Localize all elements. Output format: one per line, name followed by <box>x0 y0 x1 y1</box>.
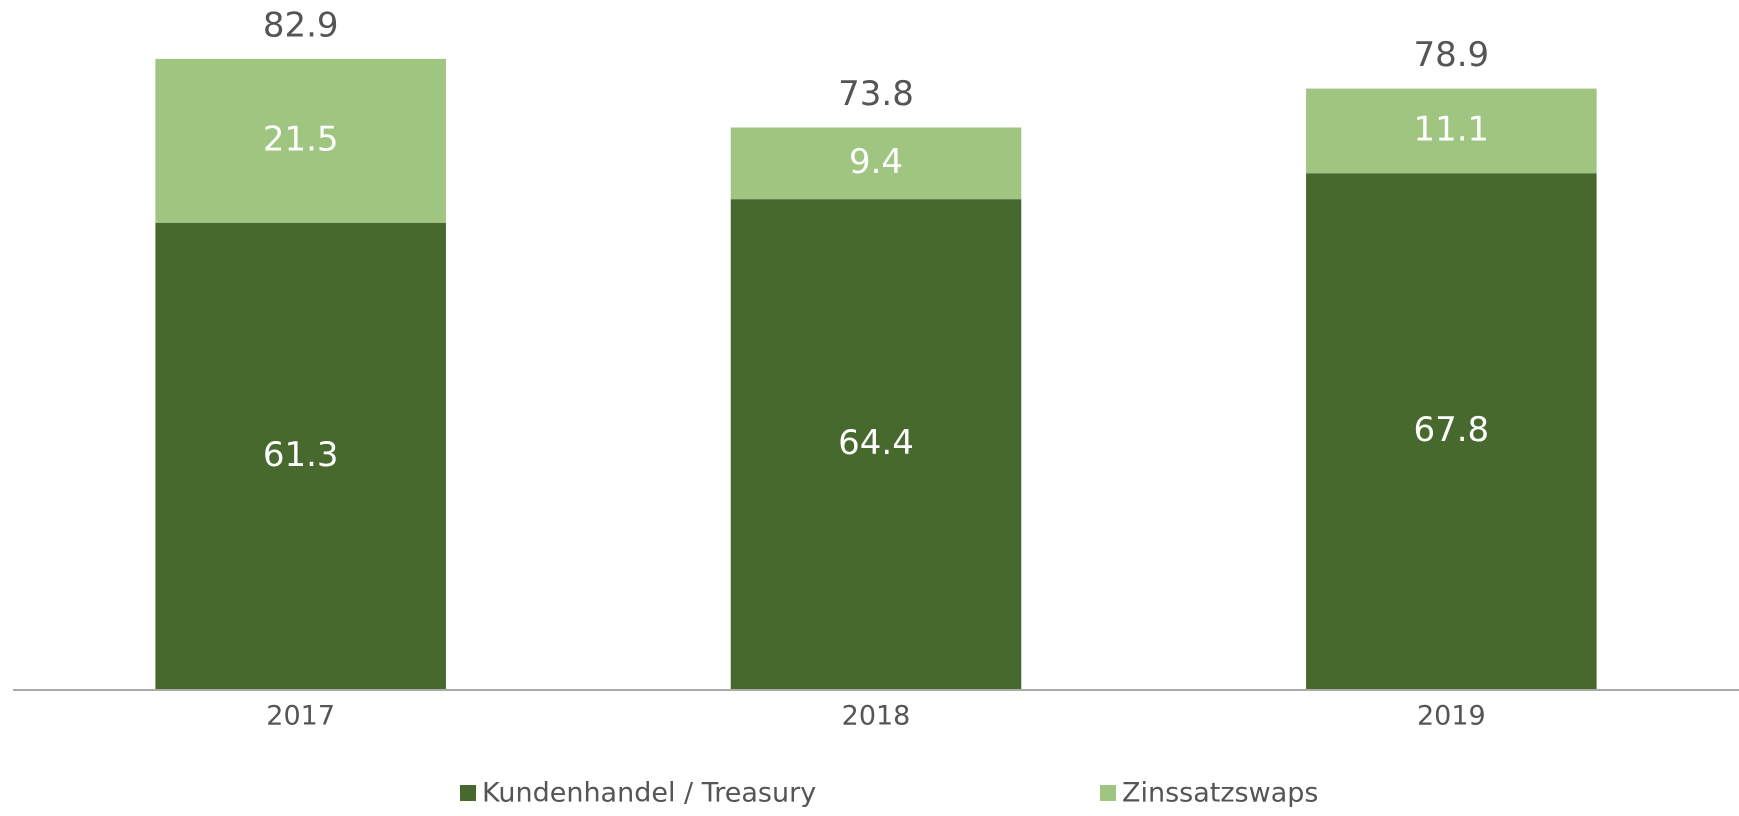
legend-label: Kundenhandel / Treasury <box>482 778 816 809</box>
legend-swatch <box>460 785 476 801</box>
x-tick-label: 2018 <box>842 701 911 732</box>
legend-label: Zinssatzswaps <box>1122 778 1318 809</box>
value-label: 21.5 <box>263 119 339 159</box>
bar-segment <box>730 127 1022 200</box>
total-label: 82.9 <box>263 5 339 45</box>
bar-segment <box>155 222 446 690</box>
x-tick-label: 2017 <box>266 701 335 732</box>
value-label: 67.8 <box>1413 410 1489 450</box>
bar-segment <box>155 58 446 223</box>
bar-segment <box>730 199 1022 690</box>
value-label: 64.4 <box>838 423 914 463</box>
bar-segment <box>1306 173 1597 691</box>
legend-swatch <box>1100 785 1116 801</box>
value-label: 61.3 <box>263 435 339 475</box>
total-label: 78.9 <box>1413 35 1489 75</box>
value-label: 11.1 <box>1413 109 1489 149</box>
x-tick-label: 2019 <box>1417 701 1486 732</box>
total-label: 73.8 <box>838 74 914 114</box>
value-label: 9.4 <box>849 142 903 182</box>
bar-segment <box>1306 88 1597 174</box>
